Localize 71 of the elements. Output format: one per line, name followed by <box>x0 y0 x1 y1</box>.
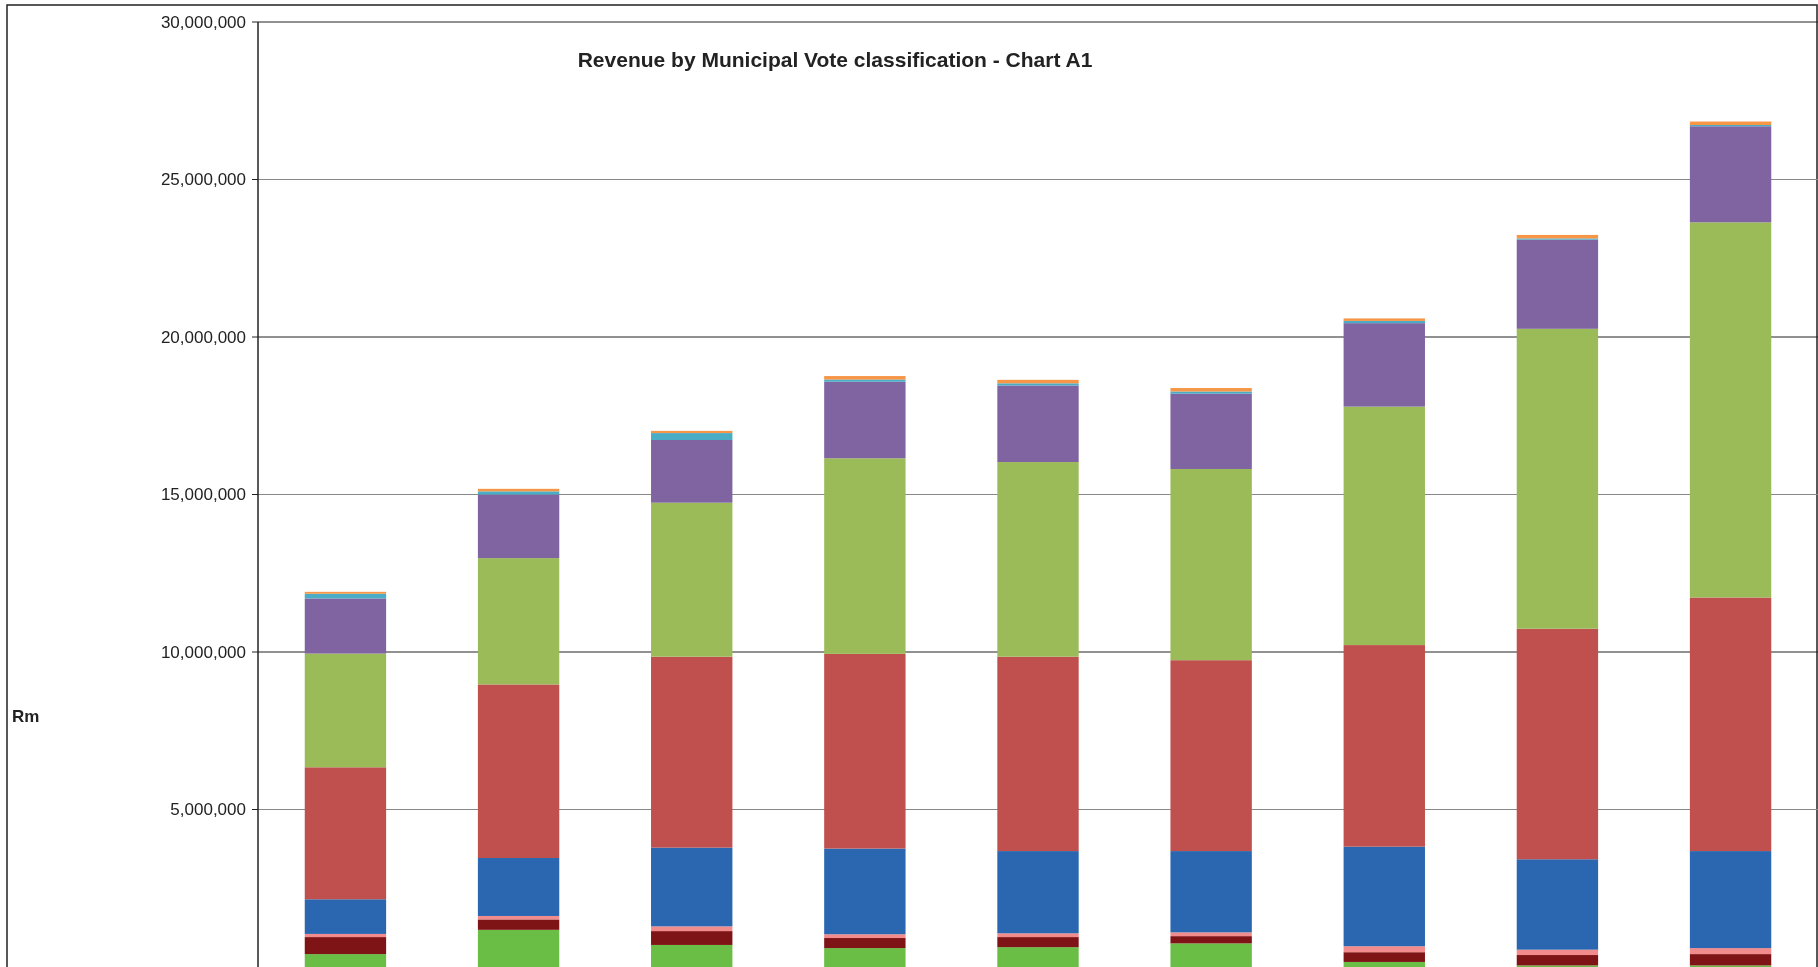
bar <box>1343 961 1425 967</box>
bar <box>1170 468 1252 661</box>
bar <box>477 558 560 685</box>
bar <box>1689 948 1772 955</box>
y-tick-label: 5,000,000 <box>170 800 246 820</box>
bar <box>477 919 560 930</box>
bar <box>304 653 387 768</box>
bar <box>1689 126 1772 223</box>
bar <box>1343 645 1425 847</box>
y-tick-label: 30,000,000 <box>160 12 246 32</box>
bar <box>1516 955 1599 966</box>
bar <box>1689 954 1772 966</box>
bar <box>1516 239 1599 329</box>
bar <box>997 947 1079 967</box>
bar <box>1343 406 1425 646</box>
bar <box>1343 952 1425 962</box>
bar <box>1516 628 1599 860</box>
bar <box>824 653 906 849</box>
bar <box>304 598 387 654</box>
bar <box>997 385 1079 463</box>
bar <box>1170 943 1252 967</box>
bar <box>997 383 1079 386</box>
bar <box>651 440 733 503</box>
y-tick-label: 20,000,000 <box>160 327 246 347</box>
bar <box>1689 851 1772 949</box>
bar <box>1689 597 1772 852</box>
bar <box>1170 393 1252 469</box>
y-tick-label: 25,000,000 <box>160 170 246 190</box>
bar <box>824 938 906 949</box>
bar <box>304 767 387 900</box>
bar <box>1343 946 1425 953</box>
y-tick-label: 10,000,000 <box>160 642 246 662</box>
bar <box>1170 936 1252 944</box>
bar <box>824 381 906 459</box>
bar <box>997 656 1079 852</box>
bar <box>824 458 906 654</box>
bar <box>651 847 733 927</box>
bar <box>997 462 1079 657</box>
bar <box>1516 949 1599 956</box>
bar <box>477 684 560 859</box>
bar <box>304 954 387 967</box>
bar <box>824 948 906 967</box>
bar <box>651 931 733 945</box>
bar <box>651 502 733 657</box>
bar <box>1170 932 1252 937</box>
bar <box>997 933 1079 938</box>
bar <box>1170 851 1252 933</box>
bar <box>304 937 387 955</box>
bar <box>304 899 387 934</box>
text: Revenue by Municipal Vote classification - Chart A1 <box>577 48 1093 71</box>
bar <box>1170 660 1252 852</box>
text: Rm <box>12 707 40 726</box>
bar <box>651 944 733 967</box>
bar <box>477 494 560 559</box>
bar <box>651 656 733 848</box>
y-tick-label: 15,000,000 <box>160 485 246 505</box>
bar <box>651 926 733 932</box>
bar <box>477 858 560 916</box>
bar <box>477 929 560 967</box>
bar <box>304 933 387 938</box>
bar <box>824 934 906 939</box>
bar <box>997 937 1079 948</box>
bar <box>651 430 733 434</box>
bar <box>1343 846 1425 947</box>
bar <box>997 851 1079 934</box>
bar <box>1689 222 1772 598</box>
bar <box>1516 859 1599 950</box>
bar <box>824 848 906 935</box>
bar <box>1343 323 1425 407</box>
bar <box>1516 328 1599 629</box>
bar <box>651 433 733 441</box>
